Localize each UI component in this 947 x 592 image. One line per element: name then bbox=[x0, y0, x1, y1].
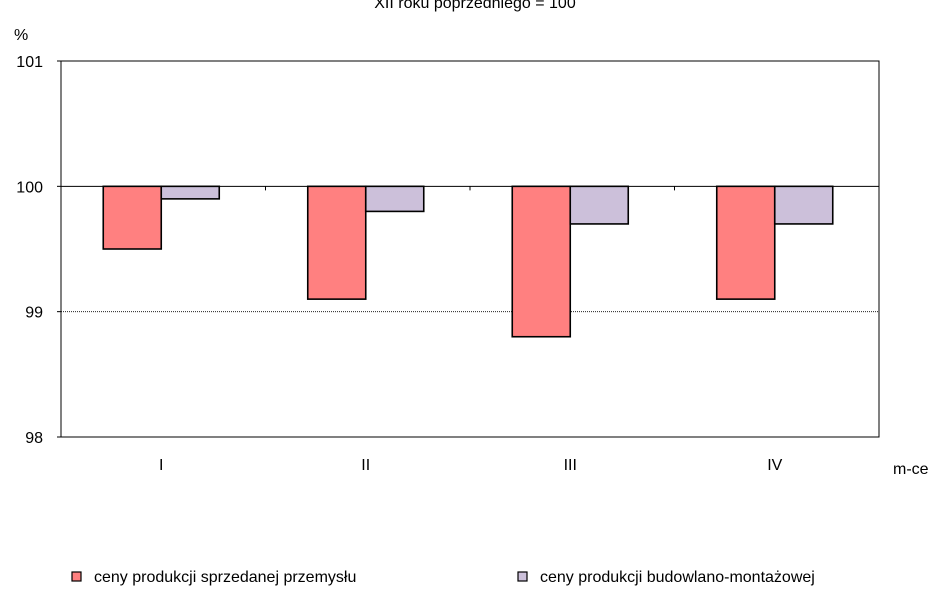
plot-area-frame bbox=[60, 60, 880, 438]
x-tick-label: II bbox=[361, 457, 370, 474]
bars bbox=[102, 185, 834, 338]
bar-industry-I bbox=[102, 185, 163, 250]
chart-title: XII roku poprzedniego = 100 bbox=[374, 0, 576, 12]
bar-industry-II bbox=[306, 185, 367, 300]
x-axis-label: m-ce bbox=[893, 461, 929, 478]
bar-industry-IV bbox=[715, 185, 776, 300]
y-axis-label: % bbox=[14, 27, 28, 44]
x-tick-labels: I II III IV bbox=[159, 457, 783, 474]
legend: ceny produkcji sprzedanej przemysłu ceny … bbox=[71, 569, 815, 586]
x-tick-label: IV bbox=[767, 457, 782, 474]
bar-construction-IV bbox=[773, 185, 834, 225]
y-tick-labels: 98 99 100 101 bbox=[16, 54, 61, 447]
legend-label: ceny produkcji budowlano-montażowej bbox=[540, 569, 815, 586]
legend-swatch bbox=[71, 571, 82, 582]
x-tick-label: I bbox=[159, 457, 163, 474]
y-tick-label: 98 bbox=[25, 430, 43, 447]
x-tick-label: III bbox=[564, 457, 577, 474]
bar-construction-I bbox=[160, 185, 221, 200]
bar-industry-III bbox=[511, 185, 572, 338]
legend-label: ceny produkcji sprzedanej przemysłu bbox=[94, 569, 356, 586]
y-tick-label: 101 bbox=[16, 54, 43, 71]
bar-construction-III bbox=[569, 185, 630, 225]
bar-construction-II bbox=[364, 185, 425, 213]
legend-swatch bbox=[517, 571, 528, 582]
y-tick-label: 99 bbox=[25, 305, 43, 322]
y-tick-label: 100 bbox=[16, 179, 43, 196]
